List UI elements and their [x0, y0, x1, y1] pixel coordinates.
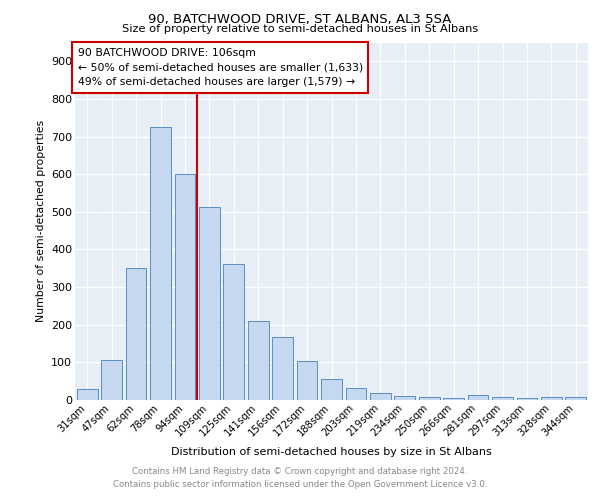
X-axis label: Distribution of semi-detached houses by size in St Albans: Distribution of semi-detached houses by … — [171, 446, 492, 456]
Bar — [394, 396, 415, 400]
Text: Size of property relative to semi-detached houses in St Albans: Size of property relative to semi-detach… — [122, 24, 478, 34]
Bar — [419, 397, 440, 400]
Bar — [296, 361, 317, 400]
Bar — [565, 398, 586, 400]
Text: 90 BATCHWOOD DRIVE: 106sqm
← 50% of semi-detached houses are smaller (1,633)
49%: 90 BATCHWOOD DRIVE: 106sqm ← 50% of semi… — [77, 48, 363, 88]
Bar — [370, 393, 391, 400]
Bar — [125, 268, 146, 400]
Bar — [443, 398, 464, 400]
Bar — [150, 127, 171, 400]
Bar — [199, 207, 220, 400]
Bar — [101, 360, 122, 400]
Bar — [541, 398, 562, 400]
Bar — [175, 174, 196, 400]
Text: Contains HM Land Registry data © Crown copyright and database right 2024.
Contai: Contains HM Land Registry data © Crown c… — [113, 468, 487, 489]
Bar — [517, 398, 538, 400]
Y-axis label: Number of semi-detached properties: Number of semi-detached properties — [35, 120, 46, 322]
Bar — [223, 264, 244, 400]
Bar — [346, 388, 367, 400]
Bar — [492, 397, 513, 400]
Bar — [272, 337, 293, 400]
Bar — [467, 396, 488, 400]
Bar — [321, 380, 342, 400]
Bar — [77, 390, 98, 400]
Bar — [248, 321, 269, 400]
Text: 90, BATCHWOOD DRIVE, ST ALBANS, AL3 5SA: 90, BATCHWOOD DRIVE, ST ALBANS, AL3 5SA — [148, 12, 452, 26]
